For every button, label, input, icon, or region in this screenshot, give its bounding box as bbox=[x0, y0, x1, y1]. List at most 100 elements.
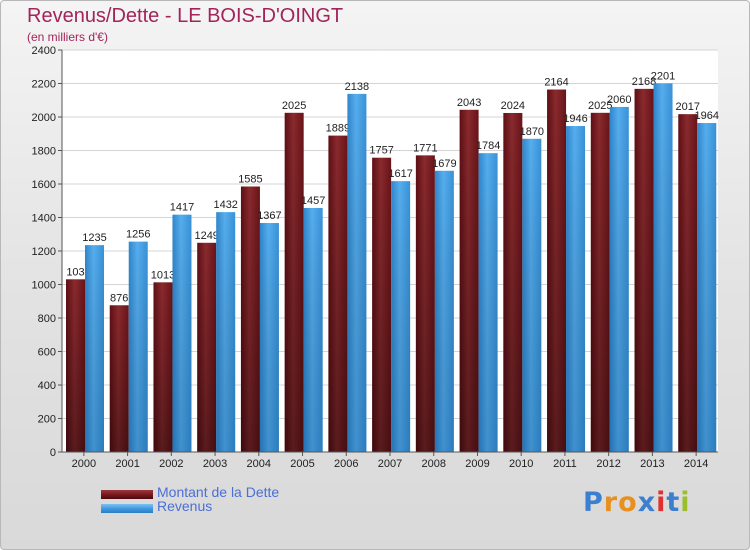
y-tick-label: 800 bbox=[38, 313, 56, 325]
y-tick-label: 1000 bbox=[32, 280, 56, 292]
x-tick-label: 2013 bbox=[640, 458, 664, 470]
bar-revenus-shade bbox=[697, 123, 717, 452]
bar-dette-shade bbox=[109, 305, 129, 452]
x-tick-label: 2003 bbox=[203, 458, 227, 470]
bar-dette-shade bbox=[590, 112, 610, 452]
legend-swatch-revenus bbox=[101, 504, 153, 513]
x-tick-label: 2002 bbox=[159, 458, 183, 470]
x-tick-label: 2005 bbox=[290, 458, 314, 470]
x-tick-label: 2011 bbox=[553, 458, 577, 470]
bar-revenus-shade bbox=[259, 223, 279, 452]
chart-title: Revenus/Dette - LE BOIS-D'OINGT bbox=[27, 5, 344, 27]
data-label: 1870 bbox=[520, 126, 544, 138]
x-tick-label: 2001 bbox=[115, 458, 139, 470]
bar-dette-shade bbox=[415, 155, 435, 453]
bar-dette-shade bbox=[372, 157, 392, 452]
data-label: 1417 bbox=[170, 202, 194, 214]
bar-revenus-shade bbox=[391, 181, 411, 452]
logo-letter: x bbox=[637, 487, 657, 518]
bar-dette-shade bbox=[547, 89, 567, 452]
data-label: 1964 bbox=[695, 110, 719, 122]
bar-dette-shade bbox=[503, 112, 523, 452]
x-tick-label: 2004 bbox=[247, 458, 271, 470]
logo-letter: t bbox=[666, 487, 681, 518]
data-label: 1249 bbox=[194, 230, 218, 242]
data-label: 1013 bbox=[151, 269, 175, 281]
bar-dette-shade bbox=[634, 88, 654, 453]
logo-letter: o bbox=[618, 487, 638, 518]
legend-swatch-dette bbox=[101, 490, 153, 499]
data-label: 2017 bbox=[676, 101, 700, 113]
bar-revenus-shade bbox=[609, 106, 629, 452]
legend-label-revenus: Revenus bbox=[157, 498, 213, 514]
data-label: 1946 bbox=[563, 113, 587, 125]
bar-dette-shade bbox=[328, 135, 348, 452]
y-tick-label: 0 bbox=[50, 447, 56, 459]
bar-revenus-shade bbox=[522, 138, 542, 452]
y-tick-label: 2400 bbox=[32, 45, 56, 57]
logo-letter: i bbox=[656, 487, 667, 518]
data-label: 1679 bbox=[432, 158, 456, 170]
y-tick-label: 1400 bbox=[32, 213, 56, 225]
data-label: 103 bbox=[66, 266, 84, 278]
bar-revenus-shade bbox=[172, 214, 192, 452]
x-tick-label: 2010 bbox=[509, 458, 533, 470]
logo-letter: P bbox=[583, 487, 604, 518]
y-tick-label: 1800 bbox=[32, 146, 56, 158]
data-label: 1256 bbox=[126, 229, 150, 241]
data-label: 2024 bbox=[501, 100, 525, 112]
y-tick-label: 400 bbox=[38, 380, 56, 392]
data-label: 1367 bbox=[257, 210, 281, 222]
y-tick-label: 600 bbox=[38, 347, 56, 359]
bar-dette-shade bbox=[284, 112, 304, 452]
bar-revenus-shade bbox=[653, 83, 673, 453]
data-label: 2138 bbox=[345, 81, 369, 93]
data-label: 1771 bbox=[413, 142, 437, 154]
x-tick-label: 2006 bbox=[334, 458, 358, 470]
x-tick-label: 2014 bbox=[684, 458, 708, 470]
data-label: 2060 bbox=[607, 94, 631, 106]
data-label: 1757 bbox=[369, 145, 393, 157]
bar-dette-shade bbox=[459, 109, 479, 453]
data-label: 1889 bbox=[326, 123, 350, 135]
data-label: 2201 bbox=[651, 70, 675, 82]
proxiti-logo: Proxiti bbox=[583, 487, 691, 518]
x-tick-label: 2000 bbox=[72, 458, 96, 470]
bar-revenus-shade bbox=[216, 212, 236, 452]
data-label: 2164 bbox=[544, 77, 568, 89]
data-label: 876 bbox=[110, 292, 128, 304]
bar-dette-shade bbox=[240, 186, 260, 452]
logo-letter: i bbox=[680, 487, 691, 518]
chart-subtitle: (en milliers d'€) bbox=[27, 30, 108, 44]
bar-revenus-shade bbox=[566, 126, 586, 453]
bar-revenus-shade bbox=[347, 93, 367, 452]
x-tick-label: 2007 bbox=[378, 458, 402, 470]
data-label: 1784 bbox=[476, 140, 500, 152]
data-label: 1457 bbox=[301, 195, 325, 207]
x-tick-label: 2008 bbox=[421, 458, 445, 470]
x-tick-label: 2009 bbox=[465, 458, 489, 470]
bar-revenus-shade bbox=[303, 207, 323, 452]
data-label: 2025 bbox=[588, 100, 612, 112]
data-label: 1235 bbox=[82, 232, 106, 244]
x-tick-label: 2012 bbox=[596, 458, 620, 470]
bar-revenus-shade bbox=[128, 241, 148, 452]
y-tick-label: 1600 bbox=[32, 179, 56, 191]
data-label: 1585 bbox=[238, 174, 262, 186]
logo-letter: r bbox=[603, 487, 619, 518]
bar-dette-shade bbox=[66, 279, 85, 452]
bar-dette-shade bbox=[153, 282, 173, 452]
y-tick-label: 200 bbox=[38, 414, 56, 426]
data-label: 1432 bbox=[213, 199, 237, 211]
y-tick-label: 2200 bbox=[32, 79, 56, 91]
data-label: 2168 bbox=[632, 76, 656, 88]
bar-dette-shade bbox=[678, 114, 698, 452]
data-label: 1617 bbox=[388, 168, 412, 180]
data-label: 2043 bbox=[457, 97, 481, 109]
y-tick-label: 1200 bbox=[32, 246, 56, 258]
y-tick-label: 2000 bbox=[32, 112, 56, 124]
bar-dette-shade bbox=[197, 242, 217, 452]
bar-revenus-shade bbox=[478, 153, 498, 452]
